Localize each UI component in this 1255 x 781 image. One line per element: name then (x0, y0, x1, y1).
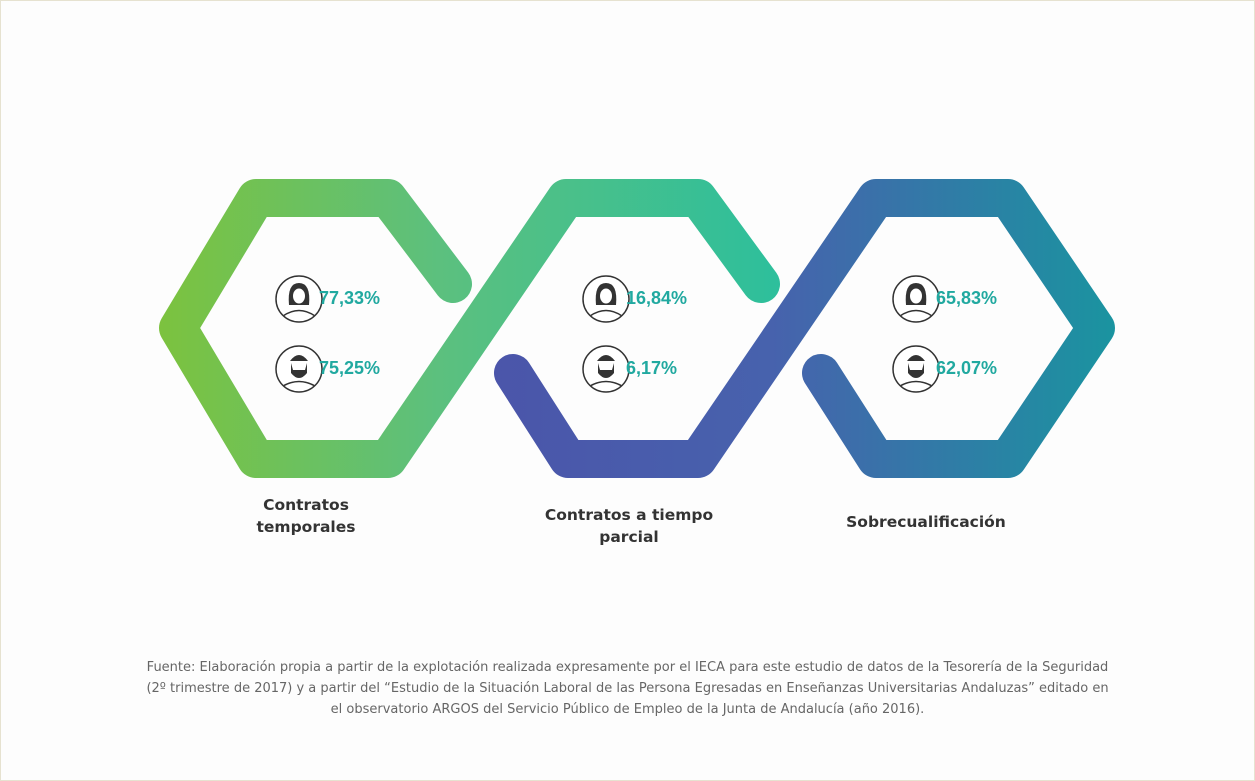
woman-icon (582, 275, 630, 323)
women-value: 16,84% (626, 288, 688, 308)
category-label: Contratos a tiempo parcial (544, 506, 714, 546)
women-value: 65,83% (936, 288, 998, 308)
woman-icon (275, 275, 323, 323)
man-icon (275, 345, 323, 393)
strand-blue (494, 179, 1115, 478)
women-value: 77,33% (319, 288, 381, 308)
source-line: Fuente: Elaboración propia a partir de l… (146, 660, 1109, 675)
strand-green (159, 179, 780, 478)
man-icon (582, 345, 630, 393)
men-value: 75,25% (319, 358, 381, 378)
men-value: 6,17% (626, 358, 678, 378)
category-label: Sobrecualificación (846, 513, 1006, 531)
category-label: Contratos temporales (256, 496, 356, 536)
source-line: (2º trimestre de 2017) y a partir del “E… (146, 681, 1109, 696)
man-icon (892, 345, 940, 393)
woman-icon (892, 275, 940, 323)
source-line: el observatorio ARGOS del Servicio Públi… (330, 702, 925, 717)
men-value: 62,07% (936, 358, 998, 378)
